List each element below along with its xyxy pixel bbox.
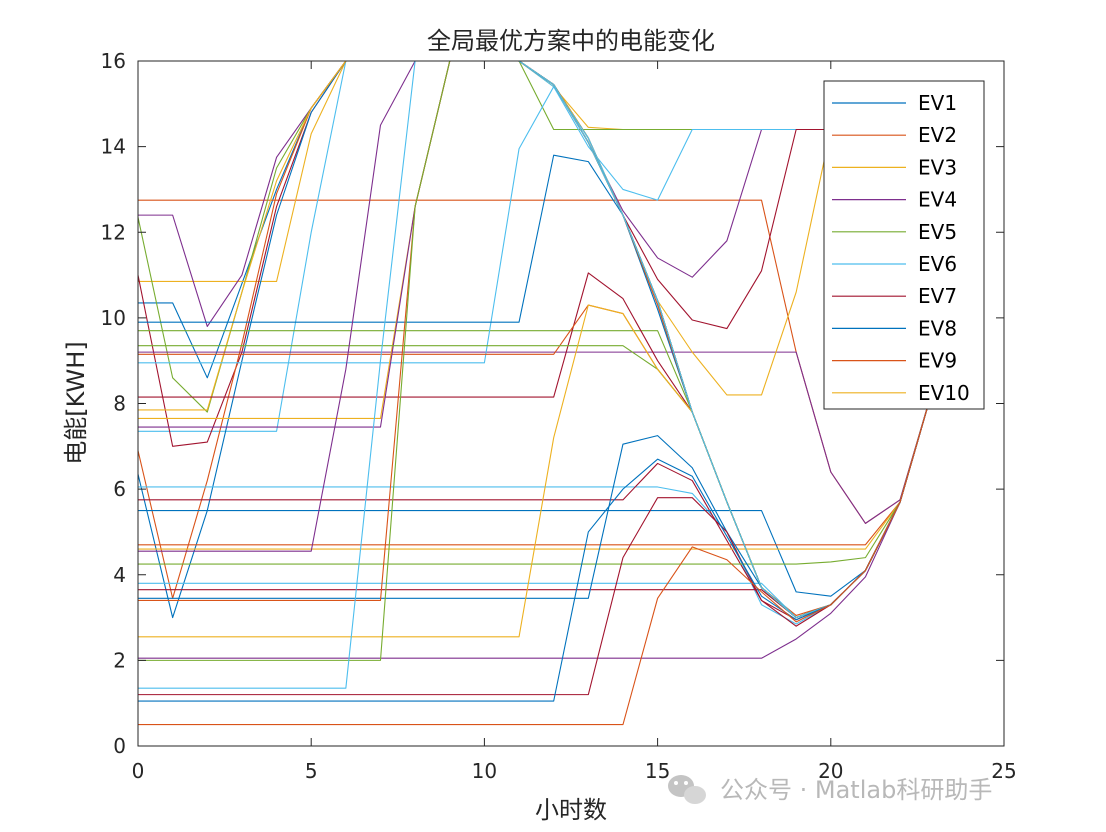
legend-items: EV1 EV2 EV3 EV4 EV5 EV6 EV7 EV8 EV9 EV10 <box>832 91 970 405</box>
legend-label: EV4 <box>918 188 957 212</box>
y-tick-label: 2 <box>113 648 126 672</box>
legend: EV1 EV2 EV3 EV4 EV5 EV6 EV7 EV8 EV9 EV10 <box>823 80 985 410</box>
legend-label: EV2 <box>918 123 957 147</box>
series-line <box>138 381 936 546</box>
x-tick-label: 0 <box>132 759 145 783</box>
legend-label: EV9 <box>918 349 957 373</box>
legend-label: EV3 <box>918 155 957 179</box>
legend-label: EV6 <box>918 252 957 276</box>
series-line <box>138 381 936 597</box>
series-line <box>138 381 936 565</box>
x-tick-label: 5 <box>305 759 318 783</box>
y-tick-label: 0 <box>113 734 126 758</box>
y-tick-label: 4 <box>113 563 126 587</box>
legend-box <box>823 80 985 410</box>
legend-label: EV8 <box>918 316 957 340</box>
series-line <box>138 381 936 550</box>
ticks-layer: 0 5 10 15 20 25 0 2 4 6 8 10 12 14 16 <box>101 49 1017 783</box>
chart-title: 全局最优方案中的电能变化 <box>427 27 715 55</box>
y-tick-label: 8 <box>113 392 126 416</box>
series-line <box>138 381 936 726</box>
y-tick-label: 16 <box>101 49 126 73</box>
x-tick-label: 10 <box>472 759 497 783</box>
series-line <box>138 381 936 659</box>
legend-label: EV1 <box>918 91 957 115</box>
x-tick-label: 20 <box>818 759 843 783</box>
legend-label: EV10 <box>918 381 970 405</box>
series-line <box>138 351 936 524</box>
legend-label: EV7 <box>918 284 957 308</box>
series-line <box>138 61 936 689</box>
x-tick-label: 15 <box>645 759 670 783</box>
watermark-text: 公众号 · Matlab科研助手 <box>720 776 992 804</box>
x-tick-label: 25 <box>991 759 1016 783</box>
x-axis-label: 小时数 <box>535 796 607 824</box>
y-tick-label: 14 <box>101 135 126 159</box>
watermark: 公众号 · Matlab科研助手 <box>668 775 992 804</box>
wechat-icon <box>668 775 706 804</box>
series-line <box>138 381 936 696</box>
series-layer <box>138 61 936 726</box>
y-axis-label: 电能[KWH] <box>62 341 90 464</box>
y-tick-label: 12 <box>101 220 126 244</box>
y-tick-label: 6 <box>113 477 126 501</box>
y-tick-label: 10 <box>101 306 126 330</box>
series-line <box>138 381 936 702</box>
series-line <box>138 381 936 625</box>
legend-label: EV5 <box>918 220 957 244</box>
